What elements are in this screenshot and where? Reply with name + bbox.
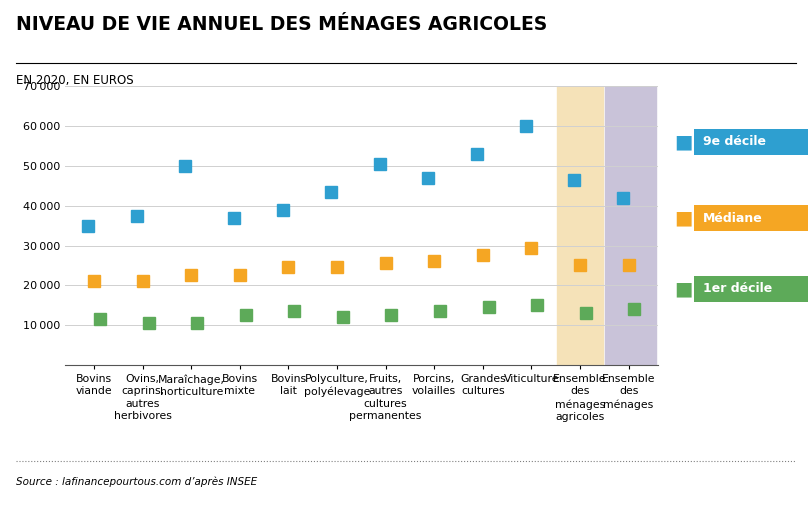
Text: Source : lafinancepourtous.com d’après INSEE: Source : lafinancepourtous.com d’après I…	[16, 476, 257, 487]
Text: 1er décile: 1er décile	[702, 282, 771, 296]
Text: ■: ■	[673, 132, 692, 152]
Text: ■: ■	[673, 208, 692, 228]
Text: NIVEAU DE VIE ANNUEL DES MÉNAGES AGRICOLES: NIVEAU DE VIE ANNUEL DES MÉNAGES AGRICOL…	[16, 15, 547, 34]
Text: ■: ■	[673, 279, 692, 299]
Bar	[604, 86, 655, 365]
Text: EN 2020, EN EUROS: EN 2020, EN EUROS	[16, 74, 134, 87]
Text: Médiane: Médiane	[702, 211, 762, 225]
Bar	[556, 86, 603, 365]
Text: 9e décile: 9e décile	[702, 135, 766, 149]
